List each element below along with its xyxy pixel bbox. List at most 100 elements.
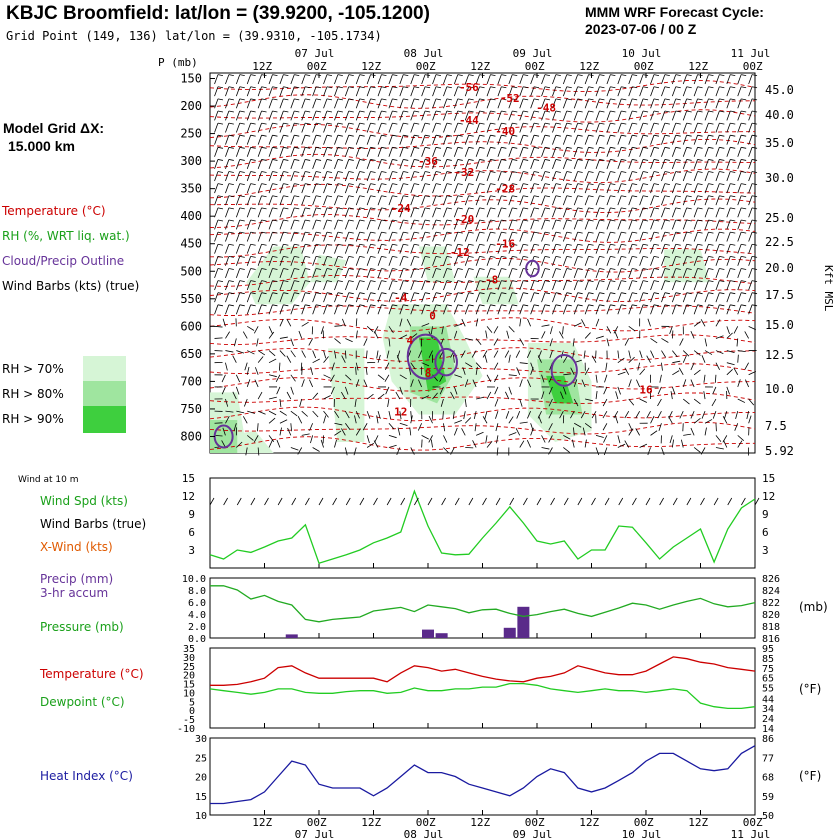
- legend-cloud-outline: Cloud/Precip Outline: [2, 254, 125, 268]
- temperature-label: -4: [394, 292, 408, 305]
- wind-barb-flag: [359, 268, 365, 270]
- wind-barb: [301, 171, 306, 182]
- wind-barb-flag: [272, 86, 278, 89]
- wind-barb-flag: [239, 98, 245, 101]
- wind-barb: [617, 371, 626, 376]
- wind-barb-flag: [697, 268, 703, 270]
- temp-c-tick-label: -10: [177, 724, 195, 735]
- wind-barb: [421, 135, 426, 145]
- wind-barb-flag: [381, 183, 387, 186]
- wind-barb: [443, 207, 448, 218]
- wind-barb: [704, 244, 709, 254]
- wind-barb: [246, 304, 252, 315]
- wind-barb: [410, 292, 415, 303]
- wind-barb-flag: [664, 207, 670, 210]
- wind-barb: [377, 280, 382, 291]
- wind-barb: [366, 86, 371, 97]
- wind-barb: [748, 207, 753, 218]
- wind-barb: [573, 219, 579, 230]
- wind-barb: [584, 268, 589, 279]
- wind-barb: [584, 256, 589, 266]
- wind-barb-flag: [250, 243, 256, 246]
- wind-barb-flag: [250, 219, 256, 222]
- wind-barb: [376, 415, 379, 424]
- pressure-tick-label: 800: [180, 429, 202, 443]
- wind-barb: [726, 326, 730, 334]
- wind-barb: [584, 280, 589, 291]
- wind-barb-flag: [239, 280, 245, 282]
- wind-barb: [214, 183, 219, 194]
- wind-barb: [410, 379, 414, 388]
- wind-barb: [591, 410, 597, 419]
- wind-barb: [243, 398, 248, 407]
- wind-barb: [737, 135, 742, 145]
- wind-barb: [355, 362, 359, 371]
- wind-barb-10m: [250, 497, 256, 506]
- wind-barb-flag: [457, 219, 463, 222]
- wind-barb: [693, 122, 698, 133]
- wind-barb-flag: [315, 268, 322, 270]
- wind-barb-flag: [566, 183, 572, 186]
- wind-barb: [617, 292, 622, 303]
- wind-barb: [519, 256, 524, 266]
- wind-barb: [615, 391, 619, 400]
- wind-barb: [257, 256, 262, 266]
- wind-barb: [748, 135, 753, 145]
- wind-barb-flag: [424, 280, 431, 282]
- wind-barb: [584, 135, 589, 145]
- temperature-contour: [209, 305, 756, 316]
- wind-barb: [573, 427, 575, 436]
- wind-barb-flag: [315, 183, 322, 186]
- wind-barb-flag: [370, 304, 376, 307]
- wind-barb: [443, 159, 448, 169]
- wind-barb: [399, 422, 408, 427]
- wind-barb-flag: [403, 219, 409, 222]
- wind-barb-flag: [468, 146, 474, 149]
- wind-barb: [584, 292, 589, 303]
- wind-barb: [388, 280, 393, 291]
- wind-barb-flag: [501, 122, 507, 125]
- wind-barb: [257, 135, 262, 145]
- wind-barb-flag: [632, 122, 638, 125]
- wind-barb-flag: [239, 231, 245, 234]
- wind-barb: [290, 183, 295, 194]
- wind-barb: [453, 386, 458, 395]
- wind-barb: [290, 386, 294, 395]
- wind-barb: [225, 86, 230, 97]
- wind-barb-flag: [348, 292, 354, 295]
- wind-barb: [606, 219, 611, 230]
- wind-barb-flag: [424, 146, 431, 149]
- wind-barb-flag: [544, 195, 551, 198]
- wind-barb-flag: [533, 122, 540, 125]
- wind-barb: [290, 147, 295, 157]
- wind-barb: [453, 147, 459, 157]
- wind-barb: [530, 219, 535, 230]
- wind-barb: [726, 244, 731, 254]
- wind-barb: [279, 292, 284, 303]
- wind-barb: [497, 159, 502, 169]
- pressure-tick-label: 450: [180, 237, 202, 251]
- wind-barb-flag: [250, 74, 256, 77]
- wind-barb: [366, 280, 371, 291]
- wind-barb: [246, 231, 252, 242]
- wind-barb-flag: [403, 134, 409, 137]
- wind-barb-flag: [512, 98, 518, 101]
- wind-barb: [573, 207, 579, 218]
- wind-barb: [704, 183, 709, 194]
- wind-barb-flag: [217, 292, 224, 295]
- wind-barb-flag: [239, 86, 245, 89]
- wind-barb: [519, 147, 524, 157]
- wind-barb: [595, 318, 600, 327]
- wind-barb: [508, 135, 513, 145]
- wind-barb: [462, 367, 466, 375]
- wind-barb: [628, 207, 633, 218]
- wind-barb: [508, 386, 512, 395]
- wind-barb-flag: [435, 171, 442, 173]
- wind-barb: [682, 74, 688, 85]
- wind-barb-10m: [414, 497, 419, 506]
- wind-barb: [225, 256, 230, 266]
- wind-barb-flag: [381, 219, 387, 222]
- pressure-tick-label: 300: [180, 154, 202, 168]
- wind-barb-flag: [337, 183, 343, 186]
- temperature-contour: [209, 347, 756, 362]
